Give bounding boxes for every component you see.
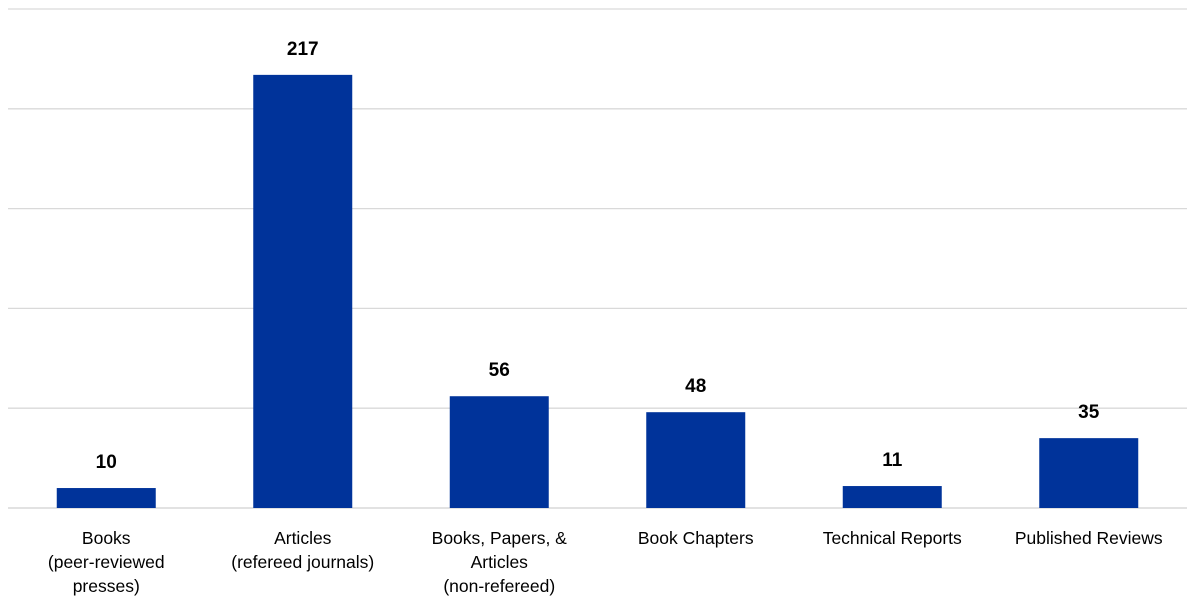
category-label-line: Books	[82, 528, 131, 548]
data-label: 217	[287, 39, 319, 60]
category-label-line: (non-refereed)	[443, 576, 555, 596]
bar-layer	[56, 74, 1139, 509]
category-label: Book Chapters	[638, 528, 754, 548]
bar	[253, 74, 353, 509]
category-label-line: presses)	[73, 576, 140, 596]
category-label-line: (refereed journals)	[231, 552, 374, 572]
category-label: Books, Papers, & Articles (non-refereed)	[432, 528, 568, 596]
category-label-layer: Books (peer-reviewed presses) Articles (refe…	[48, 528, 1163, 596]
category-label-line: Technical Reports	[823, 528, 962, 548]
data-label: 10	[96, 452, 117, 473]
category-label-line: Published Reviews	[1015, 528, 1163, 548]
category-label: Articles (refereed journals)	[231, 528, 374, 572]
data-label-layer: 10 217 56 48 11 35	[96, 39, 1100, 473]
data-label: 48	[685, 376, 706, 397]
category-label: Books (peer-reviewed presses)	[48, 528, 165, 596]
category-label-line: Articles	[471, 552, 529, 572]
data-label: 35	[1078, 402, 1100, 423]
category-label: Published Reviews	[1015, 528, 1163, 548]
bar	[842, 486, 942, 508]
data-label: 56	[489, 360, 510, 381]
data-label: 11	[882, 450, 903, 471]
bar	[1039, 438, 1139, 508]
bar	[646, 412, 746, 508]
category-label-line: Book Chapters	[638, 528, 754, 548]
category-label-line: (peer-reviewed	[48, 552, 165, 572]
category-label-line: Books, Papers, &	[432, 528, 568, 548]
grid-layer	[8, 8, 1187, 509]
category-label-line: Articles	[274, 528, 332, 548]
bar	[56, 488, 156, 508]
category-label: Technical Reports	[823, 528, 962, 548]
bar	[449, 396, 549, 508]
